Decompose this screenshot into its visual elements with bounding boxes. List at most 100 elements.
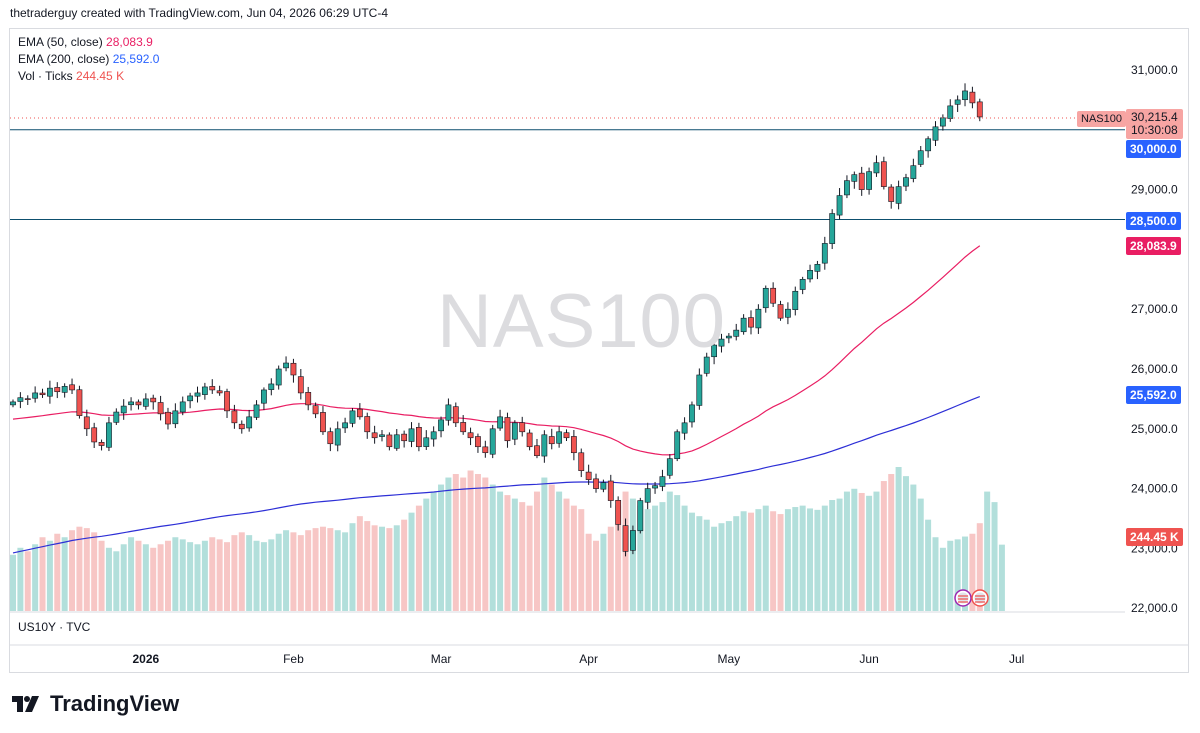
candle-body: [681, 422, 688, 434]
candle-body: [216, 390, 223, 394]
candle-body: [637, 500, 644, 532]
candle-body: [976, 101, 983, 118]
volume-bar: [504, 495, 511, 611]
candle-body: [415, 427, 422, 448]
volume-bar: [858, 492, 865, 611]
candle-body: [179, 401, 186, 413]
volume-bar: [312, 528, 319, 611]
volume-bar: [873, 491, 880, 611]
candle-body: [283, 362, 289, 369]
candle-body: [910, 165, 917, 179]
candle-body: [209, 386, 216, 391]
candle-body: [275, 368, 282, 386]
candle-body: [895, 186, 902, 204]
volume-bar: [998, 544, 1005, 611]
volume-bar: [164, 540, 171, 611]
time-axis-labels: 2026 Feb Mar Apr May Jun Jul: [132, 652, 1024, 666]
volume-bar: [578, 509, 585, 611]
volume-bar: [482, 477, 489, 611]
horizontal-levels: [10, 129, 1125, 220]
candle-body: [851, 174, 858, 182]
volume-bar: [688, 512, 695, 611]
volume-bar: [76, 526, 83, 611]
volume-bar: [725, 521, 732, 611]
volume-bar: [829, 500, 836, 611]
candle-body: [172, 410, 179, 425]
volume-bar: [290, 532, 297, 611]
volume-bar: [430, 491, 437, 611]
candle-body: [356, 408, 363, 418]
volume-bar: [61, 537, 68, 611]
volume-bar: [379, 526, 385, 611]
candle-body: [61, 386, 68, 393]
candle-body: [460, 422, 467, 433]
volume-bar: [260, 542, 267, 611]
candle-body: [954, 99, 961, 105]
candle-body: [526, 432, 533, 448]
brand-name: TradingView: [50, 691, 180, 716]
candle-body: [534, 445, 540, 457]
flag-icon[interactable]: [971, 589, 989, 607]
volume-bar: [570, 505, 577, 611]
candle-body: [703, 356, 710, 374]
volume-bar: [305, 530, 312, 611]
volume-bar: [895, 467, 902, 611]
legend-ema50[interactable]: EMA (50, close) 28,083.9: [18, 35, 153, 49]
volume-bar: [179, 539, 186, 611]
price-tick-label: 26,000.0: [1131, 362, 1178, 376]
candle-body: [467, 432, 474, 439]
candle-body: [10, 401, 16, 406]
candle-body: [578, 452, 585, 471]
volume-bar: [24, 551, 31, 611]
volume-bar: [408, 512, 415, 611]
candle-body: [925, 138, 932, 152]
flag-icon[interactable]: [954, 589, 972, 607]
candle-body: [120, 405, 127, 414]
candle-body: [342, 422, 348, 429]
volume-bar: [718, 523, 725, 611]
volume-bar: [703, 519, 710, 611]
time-tick-label: May: [718, 652, 741, 666]
legend-volume[interactable]: Vol · Ticks 244.45 K: [18, 69, 125, 83]
ema200-line: [12, 396, 981, 554]
volume-bar: [497, 491, 504, 611]
candle-body: [556, 431, 563, 444]
candle-body: [548, 436, 555, 445]
candle-body: [142, 398, 149, 407]
last-price-tag: 30,215.4 10:30:08: [1126, 109, 1183, 139]
volume-bar: [349, 523, 356, 611]
candle-body: [725, 335, 732, 339]
volume-bar: [91, 532, 98, 611]
subpane-label[interactable]: US10Y · TVC: [18, 620, 91, 634]
volume-bar: [600, 533, 607, 611]
candle-body: [630, 530, 636, 551]
volume-bar: [511, 498, 518, 611]
candle-body: [69, 384, 75, 391]
volume-bar: [755, 509, 762, 611]
candle-body: [755, 308, 762, 329]
candle-body: [748, 317, 754, 328]
volume-bar: [615, 505, 622, 611]
volume-bar: [69, 530, 76, 611]
volume-bar: [991, 502, 998, 611]
candle-body: [821, 243, 828, 264]
volume-bar: [733, 516, 740, 611]
candle-body: [615, 500, 622, 525]
candle-body: [83, 416, 90, 430]
candle-body: [829, 213, 836, 244]
candle-body: [489, 428, 496, 455]
candle-body: [401, 433, 408, 442]
candle-body: [297, 376, 304, 394]
candle-body: [165, 411, 171, 425]
volume-bar: [644, 509, 651, 611]
symbol-tag: NAS100: [1077, 111, 1126, 127]
candle-body: [836, 195, 843, 216]
legend-ema200[interactable]: EMA (200, close) 25,592.0: [18, 52, 160, 66]
candle-body: [674, 431, 681, 460]
candle-body: [238, 423, 245, 430]
candle-body: [511, 422, 518, 440]
volume-bar: [105, 547, 112, 611]
candle-body: [187, 395, 194, 402]
volume-bar: [984, 491, 991, 611]
